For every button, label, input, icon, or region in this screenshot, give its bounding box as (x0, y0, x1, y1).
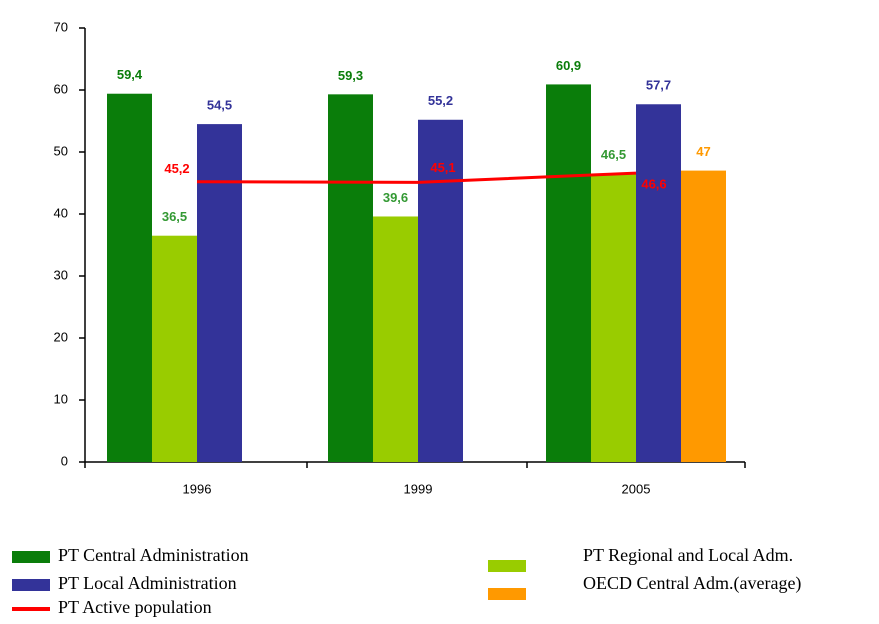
x-tick-label: 2005 (622, 481, 651, 496)
value-label: 57,7 (646, 78, 671, 93)
legend-label: PT Regional and Local Adm. (583, 545, 793, 565)
bar (418, 119, 463, 462)
legend-label: PT Active population (58, 597, 212, 617)
bar (546, 84, 591, 463)
line-label: 46,6 (641, 177, 666, 192)
bar (681, 170, 726, 462)
y-tick-label: 60 (54, 81, 68, 96)
value-label: 47 (696, 144, 710, 159)
y-tick-label: 10 (54, 391, 68, 406)
value-label: 46,5 (601, 147, 626, 162)
bar (152, 235, 197, 462)
legend-swatch (12, 551, 50, 563)
bar (197, 124, 242, 462)
bar (328, 94, 373, 462)
bar (636, 104, 681, 462)
line-series (196, 171, 637, 184)
y-tick-label: 30 (54, 267, 68, 282)
value-label: 39,6 (383, 190, 408, 205)
y-tick-label: 50 (54, 143, 68, 158)
legend-swatch (488, 588, 526, 600)
value-label: 59,4 (117, 67, 143, 82)
line-label: 45,1 (430, 160, 455, 175)
value-label: 54,5 (207, 98, 232, 113)
bar (107, 93, 152, 462)
y-tick-label: 70 (54, 19, 68, 34)
line-label: 45,2 (164, 161, 189, 176)
legend-label: PT Central Administration (58, 545, 249, 565)
value-label: 59,3 (338, 68, 363, 83)
x-tick-label: 1999 (404, 481, 433, 496)
bar (373, 216, 418, 462)
legend-swatch (488, 560, 526, 572)
value-label: 36,5 (162, 209, 187, 224)
legend-label: PT Local Administration (58, 573, 237, 593)
legend-label: OECD Central Adm.(average) (583, 573, 801, 594)
value-label: 60,9 (556, 58, 581, 73)
y-tick-label: 0 (61, 453, 68, 468)
x-tick-label: 1996 (183, 481, 212, 496)
y-tick-label: 40 (54, 205, 68, 220)
legend-swatch (12, 579, 50, 591)
value-label: 55,2 (428, 93, 453, 108)
bar (591, 173, 636, 462)
y-tick-label: 20 (54, 329, 68, 344)
